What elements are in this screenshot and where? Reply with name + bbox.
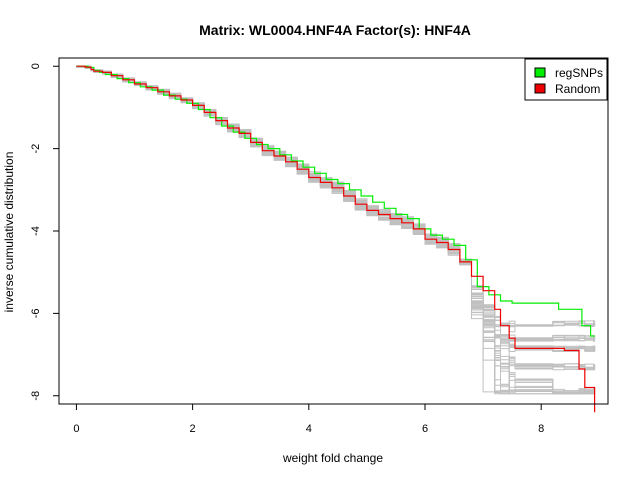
background-random-line [76,65,596,370]
y-tick-label: -6 [30,308,42,318]
background-random-line [76,65,596,328]
legend: regSNPs Random [524,58,608,101]
background-random-line [76,65,596,395]
y-axis: 0 -2 -4 -6 -8 [30,63,60,401]
background-random-line [76,66,596,395]
background-random-line [76,65,596,371]
background-random-line [76,66,596,333]
background-random-line [76,66,595,342]
background-random-line [76,66,595,395]
y-tick-label: 0 [30,63,42,69]
background-random-line [76,65,596,395]
background-random-line [76,65,596,352]
background-random-line [76,65,596,395]
chart-title: Matrix: WL0004.HNF4A Factor(s): HNF4A [199,22,471,38]
background-random-line [76,65,596,340]
legend-swatch-regsnps [534,67,546,78]
y-tick-label: -8 [30,391,42,401]
x-tick-label: 6 [422,423,428,435]
x-tick-label: 4 [306,423,312,435]
background-random-line [76,66,596,371]
background-random-lines [76,65,596,395]
background-random-line [76,66,595,395]
background-random-line [76,65,596,342]
background-random-line [76,66,596,342]
background-random-line [76,65,596,352]
series-line-random [76,65,596,413]
background-random-line [76,66,596,327]
background-random-line [76,65,596,395]
legend-swatch-random [534,83,546,94]
background-random-line [76,65,596,327]
background-random-line [76,65,596,327]
x-tick-label: 8 [538,423,544,435]
background-random-line [76,65,596,352]
plot-border [58,57,609,405]
x-tick-label: 0 [73,423,79,435]
background-random-line [76,65,596,342]
background-random-line [76,65,596,395]
background-random-line [76,65,596,352]
background-random-line [76,65,596,395]
background-random-line [76,66,596,327]
x-axis-label: weight fold change [282,451,383,465]
background-random-line [76,65,596,395]
background-random-line [76,65,596,371]
series-lines [76,65,596,413]
y-tick-label: -2 [30,144,42,154]
background-random-line [76,65,596,369]
background-random-line [76,66,595,395]
x-tick-label: 2 [190,423,196,435]
legend-label-random: Random [555,82,600,96]
background-random-line [76,65,596,370]
background-random-line [76,66,596,394]
y-tick-label: -4 [30,226,42,236]
legend-label-regsnps: regSNPs [555,66,603,80]
background-random-line [76,65,596,351]
background-random-line [76,65,596,342]
background-random-line [76,65,596,352]
background-random-line [76,65,596,352]
y-axis-label: inverse cumulative distribution [2,152,16,313]
background-random-line [76,66,595,395]
series-line-regsnps [76,65,595,337]
x-axis: 0 2 4 6 8 [73,403,544,435]
background-random-line [76,65,596,342]
